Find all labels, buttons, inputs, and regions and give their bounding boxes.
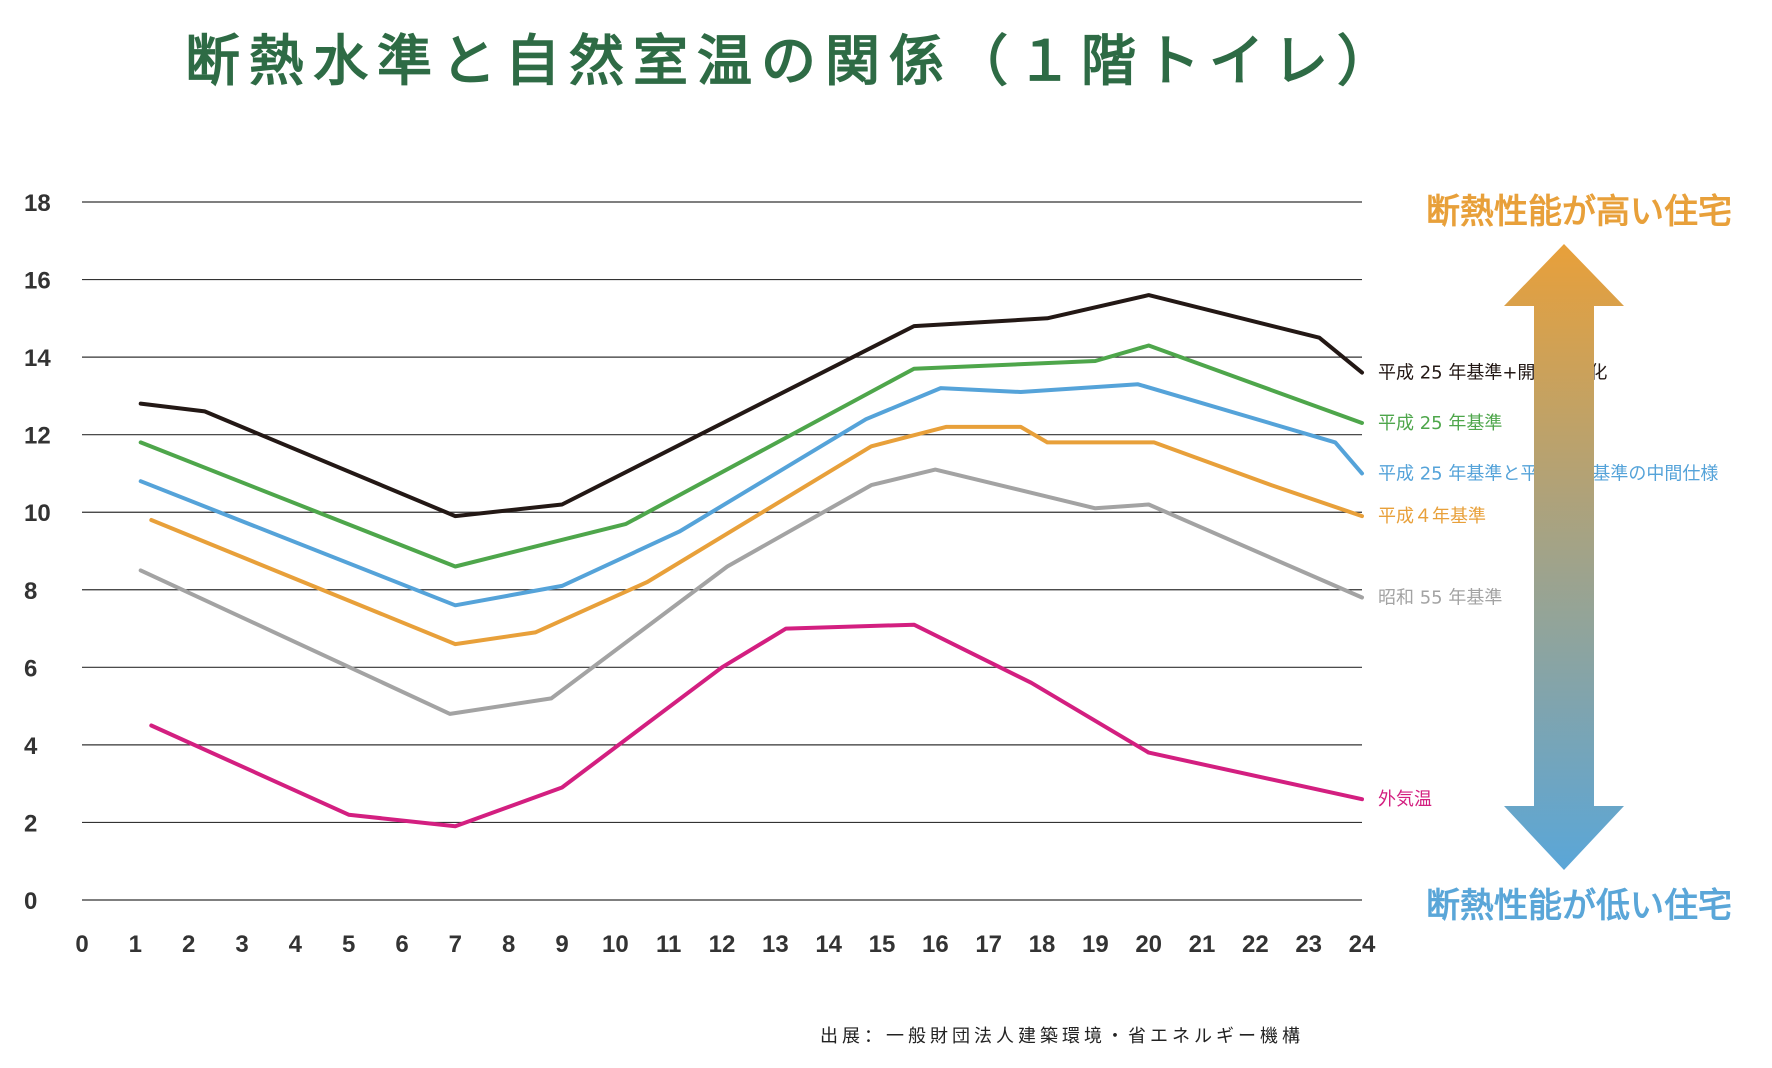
x-tick-label: 22 — [1242, 931, 1269, 958]
series-line-2 — [138, 343, 1364, 569]
series-lines — [138, 293, 1364, 829]
x-tick-label: 18 — [1029, 931, 1056, 958]
x-tick-label: 10 — [602, 931, 629, 958]
x-tick-label: 5 — [342, 931, 355, 958]
series-label-6: 外気温 — [1378, 789, 1432, 810]
x-tick-label: 13 — [762, 931, 789, 958]
series-line-5 — [138, 467, 1364, 716]
y-tick-label: 6 — [24, 655, 37, 682]
y-tick-label: 12 — [24, 423, 51, 450]
series-line-3 — [138, 382, 1364, 608]
x-tick-label: 20 — [1135, 931, 1162, 958]
series-label-5: 昭和 55 年基準 — [1378, 588, 1502, 609]
x-tick-label: 0 — [75, 931, 88, 958]
y-tick-label: 18 — [24, 190, 51, 217]
series-label-2: 平成 25 年基準 — [1378, 413, 1502, 434]
x-tick-label: 2 — [182, 931, 195, 958]
x-tick-label: 21 — [1189, 931, 1216, 958]
x-tick-label: 24 — [1349, 931, 1376, 958]
high-performance-label: 断熱性能が高い住宅 — [1426, 192, 1732, 232]
x-tick-label: 9 — [555, 931, 568, 958]
low-performance-label: 断熱性能が低い住宅 — [1426, 886, 1732, 926]
x-tick-label: 8 — [502, 931, 515, 958]
x-tick-label: 11 — [656, 931, 681, 958]
x-axis-ticks: 0 1 2 3 4 5 6 7 8 9 10 11 12 13 14 15 16 17 18 19 20 21 22 23 24 — [75, 931, 1376, 958]
y-axis-ticks: 0 2 4 6 8 10 12 14 16 18 — [24, 190, 51, 915]
x-tick-label: 15 — [869, 931, 896, 958]
y-tick-label: 16 — [24, 268, 51, 295]
x-tick-label: 4 — [289, 931, 303, 958]
x-tick-label: 17 — [975, 931, 1002, 958]
x-tick-label: 6 — [395, 931, 408, 958]
gridlines — [82, 201, 1362, 901]
series-line-6 — [149, 622, 1364, 829]
x-tick-label: 3 — [235, 931, 248, 958]
series-label-4: 平成４年基準 — [1378, 506, 1486, 527]
x-tick-label: 1 — [129, 931, 142, 958]
x-tick-label: 12 — [709, 931, 736, 958]
x-tick-label: 7 — [449, 931, 462, 958]
y-tick-label: 14 — [24, 345, 51, 372]
x-tick-label: 14 — [815, 931, 842, 958]
y-tick-label: 2 — [24, 810, 37, 837]
y-tick-label: 10 — [24, 500, 51, 527]
insulation-double-arrow — [1504, 244, 1624, 870]
series-line-4 — [149, 424, 1364, 647]
x-tick-label: 23 — [1295, 931, 1322, 958]
series-line-1 — [138, 293, 1364, 519]
y-tick-label: 8 — [24, 578, 37, 605]
y-tick-label: 4 — [24, 733, 38, 760]
source-credit: 出展：一般財団法人建築環境・省エネルギー機構 — [820, 1026, 1304, 1047]
chart-title: 断熱水準と自然室温の関係（１階トイレ） — [185, 29, 1402, 93]
y-tick-label: 0 — [24, 888, 37, 915]
x-tick-label: 19 — [1082, 931, 1109, 958]
x-tick-label: 16 — [922, 931, 949, 958]
